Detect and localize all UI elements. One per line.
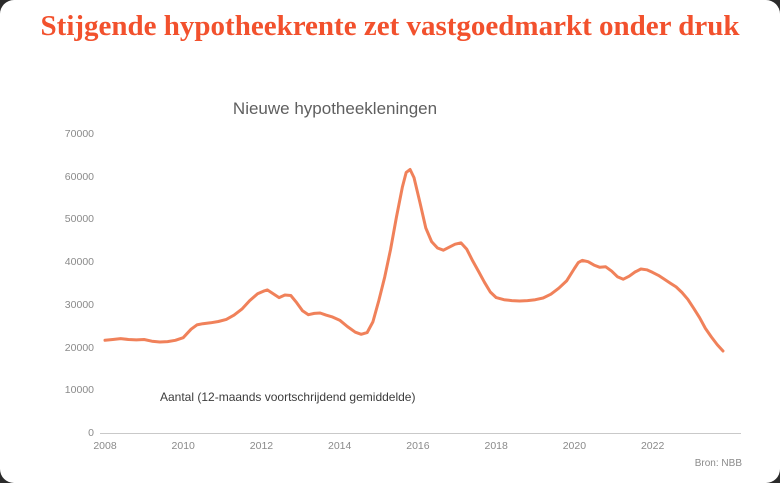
chart-title: Nieuwe hypotheekleningen [232, 99, 438, 118]
y-tick-label: 30000 [64, 298, 94, 311]
chart-svg [103, 168, 725, 353]
y-tick-label: 10000 [64, 384, 94, 397]
line-series [103, 168, 725, 353]
x-tick-label: 2018 [484, 440, 508, 452]
page-title: Stijgende hypotheekrente zet vastgoedmar… [40, 10, 740, 42]
x-tick-label: 2016 [406, 440, 430, 452]
x-tick-label: 2012 [249, 440, 274, 452]
x-tick-label: 2020 [562, 440, 587, 452]
y-tick-label: 40000 [64, 256, 94, 269]
y-tick-label: 50000 [64, 213, 94, 226]
source-label: Bron: NBB [694, 458, 742, 469]
y-tick-label: 20000 [64, 341, 94, 354]
x-tick-label: 2008 [93, 440, 117, 452]
x-tick-label: 2022 [640, 440, 665, 452]
x-axis-line [100, 433, 741, 434]
y-tick-label: 0 [88, 427, 94, 439]
y-axis-tick-labels: 0 10000 20000 30000 40000 50000 60000 70000 [36, 128, 94, 439]
series-annotation: Aantal (12-maands voortschrijdend gemidd… [160, 390, 416, 404]
x-tick-label: 2010 [171, 440, 195, 452]
y-tick-label: 60000 [64, 170, 94, 183]
y-tick-label: 70000 [64, 128, 94, 140]
x-tick-label: 2014 [328, 440, 352, 452]
x-axis-tick-labels: 2008 2010 2012 2014 2016 2018 2020 2022 [93, 440, 725, 456]
